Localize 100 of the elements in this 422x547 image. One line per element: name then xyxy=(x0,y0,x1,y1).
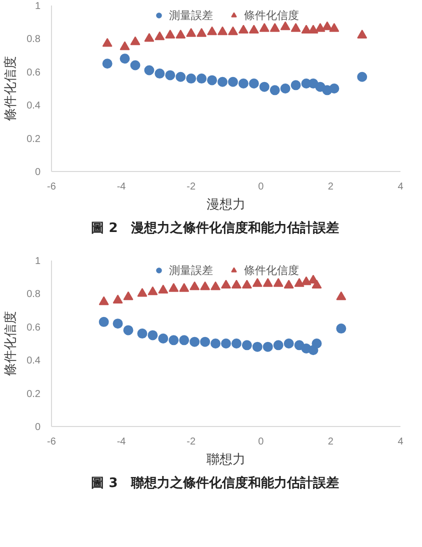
point xyxy=(329,84,340,94)
y-axis-title: 條件化信度 xyxy=(2,56,19,121)
point xyxy=(336,324,346,334)
point xyxy=(158,334,168,344)
point xyxy=(322,21,332,30)
x-tick-label: 2 xyxy=(328,436,334,448)
y-tick-label: 0.8 xyxy=(26,34,41,46)
y-tick-label: 0.4 xyxy=(26,100,41,112)
point xyxy=(262,342,273,352)
point xyxy=(165,30,176,38)
x-tick-label: 0 xyxy=(258,436,264,448)
y-tick-label: 0.6 xyxy=(26,322,41,334)
y-tick-label: 1 xyxy=(34,256,41,267)
point xyxy=(186,28,196,37)
point xyxy=(228,76,238,87)
point xyxy=(144,65,154,76)
point xyxy=(196,28,207,37)
point xyxy=(112,294,123,304)
x-tick-label: 2 xyxy=(328,182,334,192)
point xyxy=(242,280,252,288)
point xyxy=(102,58,112,69)
point xyxy=(168,335,179,346)
legend-label: 測量誤差 xyxy=(169,8,213,22)
point xyxy=(290,80,301,90)
point xyxy=(248,24,259,34)
legend-label: 條件化信度 xyxy=(244,8,299,22)
y-tick-label: 0 xyxy=(34,167,41,178)
point xyxy=(148,330,158,340)
y-tick-label: 0.2 xyxy=(26,134,41,145)
point xyxy=(196,74,207,84)
point xyxy=(218,76,228,87)
point xyxy=(137,288,148,297)
point xyxy=(179,335,190,346)
y-tick-label: 0.8 xyxy=(26,289,41,300)
x-axis-title: 漫想力 xyxy=(206,198,246,212)
y-axis-title: 條件化信度 xyxy=(2,311,19,376)
point xyxy=(252,342,262,352)
point xyxy=(312,338,322,348)
point xyxy=(190,281,200,290)
point xyxy=(252,278,262,287)
point xyxy=(228,26,238,36)
point xyxy=(186,74,196,84)
legend-label: 測量誤差 xyxy=(169,262,213,278)
point xyxy=(329,23,340,32)
point xyxy=(290,23,301,32)
point xyxy=(280,21,290,30)
point xyxy=(231,280,242,288)
point xyxy=(270,85,280,96)
point xyxy=(259,82,270,92)
x-axis-title: 聯想力 xyxy=(206,452,246,468)
point xyxy=(98,316,109,327)
point xyxy=(210,338,221,348)
point xyxy=(123,291,134,300)
point xyxy=(336,291,346,300)
point xyxy=(280,84,290,94)
caption: 圖 2 漫想力之條件化信度和能力估計誤差 xyxy=(91,220,339,238)
point xyxy=(221,338,231,348)
point xyxy=(144,33,154,42)
y-tick-label: 1 xyxy=(34,1,41,12)
point xyxy=(294,278,304,287)
point xyxy=(218,26,228,36)
y-tick-label: 0.2 xyxy=(26,388,41,400)
point xyxy=(207,26,218,36)
y-tick-label: 0 xyxy=(34,422,41,433)
point xyxy=(242,340,252,350)
point xyxy=(308,24,318,34)
point xyxy=(168,283,179,292)
caption: 圖 3 聯想力之條件化信度和能力估計誤差 xyxy=(91,475,339,493)
point xyxy=(176,30,186,38)
x-tick-label: -6 xyxy=(47,436,56,448)
point xyxy=(154,31,165,40)
y-tick-label: 0.6 xyxy=(26,67,41,78)
point xyxy=(284,338,294,348)
x-tick-label: 4 xyxy=(398,182,404,192)
x-tick-label: 0 xyxy=(258,182,264,192)
point xyxy=(273,278,284,287)
point xyxy=(165,70,176,80)
legend-label: 條件化信度 xyxy=(244,262,299,278)
point xyxy=(259,23,270,32)
point xyxy=(120,54,130,64)
point xyxy=(270,23,280,32)
point xyxy=(179,283,190,292)
point xyxy=(120,41,130,50)
point xyxy=(158,284,168,294)
point xyxy=(200,281,210,290)
x-tick-label: -6 xyxy=(47,182,56,192)
point xyxy=(210,281,221,290)
x-tick-label: 4 xyxy=(398,436,404,448)
point xyxy=(284,280,294,288)
point xyxy=(357,72,368,82)
point xyxy=(123,325,134,336)
point xyxy=(102,38,112,47)
x-tick-label: -2 xyxy=(186,182,196,192)
point xyxy=(231,338,242,348)
x-tick-label: -2 xyxy=(186,436,196,448)
point xyxy=(176,72,186,82)
point xyxy=(148,286,158,296)
point xyxy=(200,336,210,347)
point xyxy=(238,78,248,89)
point xyxy=(137,328,148,339)
